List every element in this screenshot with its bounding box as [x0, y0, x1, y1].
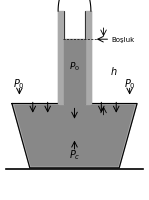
- Bar: [58, 12, 91, 104]
- Polygon shape: [58, 12, 64, 104]
- Polygon shape: [85, 12, 91, 104]
- Polygon shape: [64, 40, 85, 104]
- Text: Boşluk: Boşluk: [112, 37, 135, 43]
- Polygon shape: [58, 0, 91, 12]
- Text: $P_0$: $P_0$: [124, 77, 135, 91]
- Polygon shape: [12, 104, 137, 168]
- Polygon shape: [15, 106, 134, 166]
- Text: h: h: [111, 67, 117, 77]
- Text: $P_c$: $P_c$: [69, 147, 80, 161]
- Text: $P_0$: $P_0$: [69, 60, 80, 72]
- Text: $P_0$: $P_0$: [14, 77, 25, 91]
